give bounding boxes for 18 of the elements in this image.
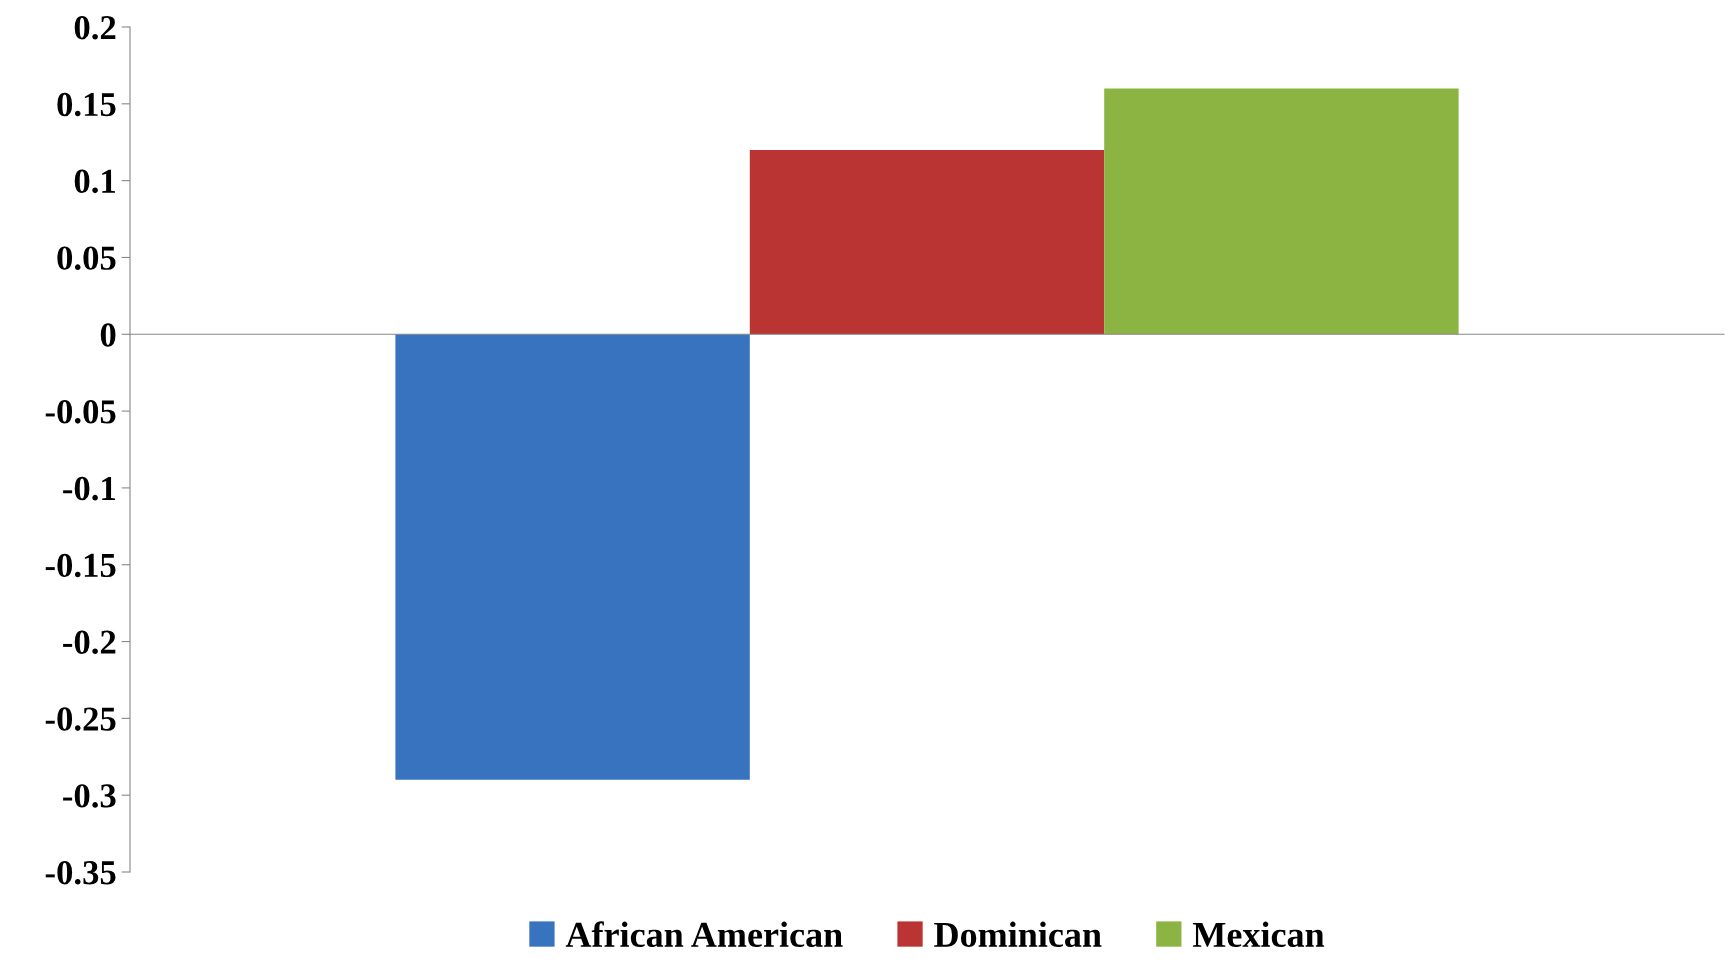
bar (749, 149, 1105, 335)
y-tick-label: -0.05 (45, 400, 116, 424)
y-tick-label: -0.25 (45, 707, 116, 731)
y-tick-label: 0.2 (74, 15, 116, 40)
y-tick-label: 0 (100, 323, 116, 347)
y-tick-label: -0.2 (63, 630, 116, 655)
y-tick-label: -0.3 (63, 784, 116, 808)
legend-label: African American (565, 921, 843, 948)
y-tick-label: -0.1 (63, 476, 116, 501)
y-tick-label: -0.35 (45, 860, 116, 885)
y-tick-label: -0.15 (45, 553, 116, 578)
y-tick-label: 0.15 (57, 92, 116, 117)
y-tick-label: 0.1 (74, 169, 116, 194)
legend-label: Mexican (1192, 921, 1325, 948)
y-tick-label: 0.05 (57, 246, 116, 270)
bar (1104, 88, 1459, 335)
legend-label: Dominican (934, 921, 1102, 948)
bar (395, 334, 750, 780)
